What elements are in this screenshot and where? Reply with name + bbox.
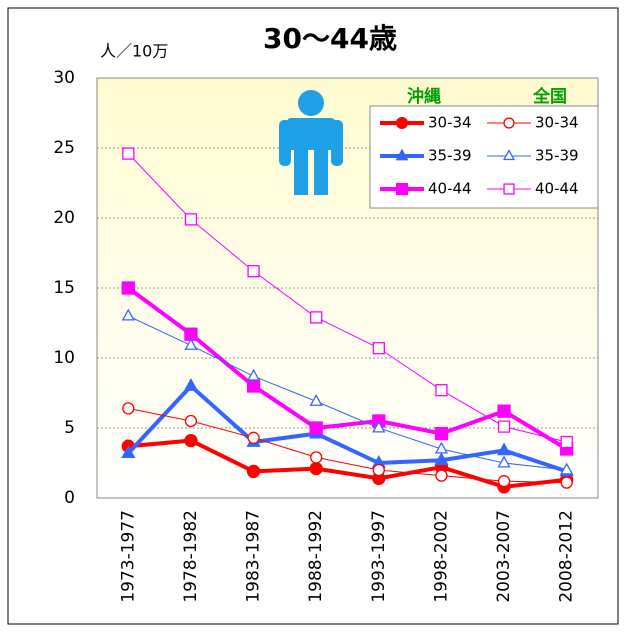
marker [183, 378, 199, 391]
marker [122, 402, 135, 415]
marker [309, 421, 323, 435]
marker [496, 442, 512, 456]
marker [434, 426, 449, 441]
legend-label: 30-34 [428, 114, 472, 132]
series-line [127, 153, 567, 443]
marker [435, 469, 448, 482]
x-tick-label: 2003-2007 [494, 510, 514, 603]
x-tick-label: 2008-2012 [557, 510, 577, 603]
legend-group-title: 全国 [532, 86, 567, 107]
x-tick-label: 1993-1997 [369, 510, 389, 603]
y-tick-label: 25 [53, 138, 75, 158]
marker [395, 116, 409, 130]
x-tick-label: 1998-2002 [431, 510, 451, 603]
marker [434, 441, 449, 454]
marker [184, 433, 198, 448]
marker [184, 414, 198, 428]
marker [247, 265, 260, 278]
marker [310, 451, 323, 464]
marker [122, 147, 135, 160]
series-line [127, 286, 568, 451]
y-tick-label: 10 [53, 348, 75, 368]
marker [184, 213, 198, 226]
marker [560, 462, 574, 475]
marker [309, 394, 323, 406]
marker [560, 435, 573, 449]
y-tick-label: 15 [53, 278, 75, 298]
marker [502, 149, 516, 161]
legend-group-title: 沖縄 [407, 86, 441, 107]
marker [435, 384, 448, 397]
marker [246, 368, 261, 381]
legend-label: 40-44 [535, 180, 579, 198]
marker [121, 445, 136, 459]
marker [309, 461, 323, 476]
x-tick-label: 1978-1982 [181, 510, 201, 603]
marker [497, 455, 511, 468]
marker [395, 148, 409, 161]
y-tick-label: 0 [64, 488, 75, 508]
marker [121, 308, 135, 321]
chart-title: 30〜44歳 [263, 22, 397, 55]
marker [372, 463, 385, 477]
marker [246, 464, 261, 479]
series-line [128, 315, 567, 471]
series-line [128, 407, 567, 484]
x-tick-label: 1973-1977 [118, 510, 138, 603]
y-tick-label: 20 [53, 208, 75, 228]
y-tick-label: 30 [53, 68, 75, 88]
marker [247, 431, 260, 444]
marker [497, 404, 511, 418]
marker [184, 338, 198, 350]
x-tick-label: 1983-1987 [244, 510, 264, 603]
marker [434, 452, 449, 466]
series-line [126, 383, 568, 474]
x-tick-label: 1988-1992 [306, 510, 326, 603]
marker [395, 182, 409, 196]
marker [560, 476, 573, 489]
marker [372, 342, 385, 355]
legend-label: 35-39 [535, 147, 579, 165]
series-line [128, 438, 567, 489]
marker [503, 117, 515, 129]
legend-label: 35-39 [428, 147, 472, 165]
legend-label: 30-34 [535, 114, 579, 132]
person-icon [279, 90, 343, 195]
marker [503, 183, 515, 195]
marker [497, 475, 511, 488]
marker [372, 420, 386, 433]
marker [497, 420, 511, 433]
marker [121, 281, 135, 295]
marker [246, 379, 261, 393]
y-tick-label: 5 [64, 418, 75, 438]
y-axis-label: 人／10万 [100, 42, 168, 61]
marker [310, 311, 323, 324]
legend-label: 40-44 [428, 180, 472, 198]
